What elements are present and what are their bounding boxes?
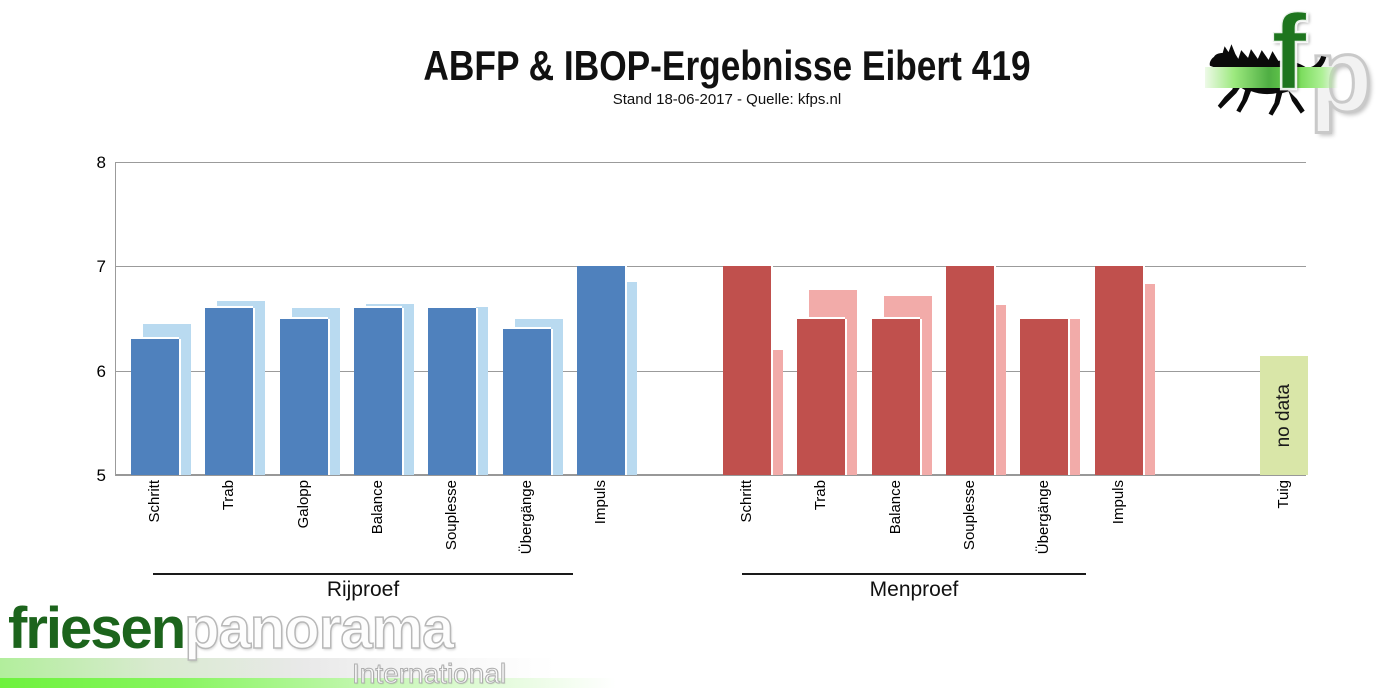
bar-front-rijproef-2	[279, 318, 328, 475]
category-label-schritt: Schritt	[146, 480, 163, 523]
wordmark-text: friesenpanorama	[8, 596, 455, 675]
category-label-übergänge: Übergänge	[1035, 480, 1053, 555]
bar-front-menproef-0	[723, 266, 771, 475]
chart-header: ABFP & IBOP-Ergebnisse Eibert 419 Stand …	[366, 42, 1089, 108]
bar-front-rijproef-3	[353, 308, 402, 475]
gridline-8	[115, 162, 1306, 163]
y-tick-label-6: 6	[96, 361, 106, 381]
gridline-6	[115, 370, 1306, 372]
category-label-balance: Balance	[368, 480, 386, 535]
no-data-annotation-wrap: no data	[1260, 356, 1308, 475]
no-data-annotation: no data	[1273, 383, 1294, 448]
category-label-impuls: Impuls	[1109, 480, 1127, 525]
y-axis-line	[115, 162, 116, 476]
bar-front-menproef-4	[1020, 318, 1069, 475]
category-label-balance: Balance	[886, 480, 904, 535]
bar-front-menproef-3	[945, 266, 994, 475]
category-label-galopp: Galopp	[294, 480, 312, 529]
bar-front-menproef-1	[797, 318, 846, 475]
y-tick-label-8: 8	[96, 153, 106, 172]
bar-front-menproef-2	[871, 318, 920, 475]
chart-title: ABFP & IBOP-Ergebnisse Eibert 419	[423, 42, 1031, 89]
group-line-rijproef	[153, 573, 573, 575]
category-label-tuig: Tuig	[1275, 480, 1292, 509]
y-tick-label-7: 7	[96, 257, 106, 277]
bar-front-menproef-5	[1094, 266, 1143, 475]
category-label-übergänge: Übergänge	[517, 480, 535, 555]
group-line-menproef	[742, 573, 1086, 575]
chart-subtitle: Stand 18-06-2017 - Quelle: kfps.nl	[612, 91, 842, 108]
category-label-schritt: Schritt	[738, 480, 755, 523]
category-label-trab: Trab	[220, 480, 238, 511]
gridline-7	[115, 266, 1306, 268]
bar-front-rijproef-1	[205, 308, 254, 475]
wordmark-panorama: panorama	[183, 596, 455, 661]
bar-front-tuig-0	[1260, 356, 1308, 475]
logo-letter-f: f	[1270, 0, 1308, 112]
x-axis-line	[115, 474, 1306, 476]
group-label-menproef: Menproef	[869, 578, 959, 601]
group-label-rijproef: Rijproef	[326, 578, 400, 601]
bar-front-rijproef-6	[576, 266, 625, 475]
wordmark-friesen: friesen	[8, 596, 186, 661]
y-tick-label-5: 5	[96, 466, 106, 485]
category-label-impuls: Impuls	[591, 480, 609, 525]
bar-front-rijproef-4	[428, 308, 477, 475]
category-label-souplesse: Souplesse	[443, 480, 461, 551]
wordmark-gradient-band	[0, 658, 556, 680]
friesenpanorama-wordmark: friesenpanorama International	[0, 596, 720, 700]
friesenpanorama-fp-logo: p f	[1205, 0, 1400, 150]
category-label-souplesse: Souplesse	[960, 480, 978, 551]
wordmark-green-strip	[0, 678, 700, 688]
logo-green-band	[1205, 67, 1338, 88]
bar-front-rijproef-5	[502, 328, 551, 475]
wordmark-international: International	[351, 658, 507, 690]
category-label-trab: Trab	[812, 480, 830, 511]
bar-front-rijproef-0	[131, 339, 179, 475]
